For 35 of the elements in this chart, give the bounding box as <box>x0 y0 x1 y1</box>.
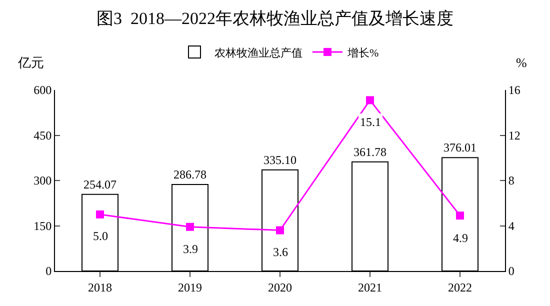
legend-label: 增长% <box>346 46 379 60</box>
point <box>366 96 374 104</box>
data-label: 4.9 <box>453 231 468 245</box>
y2-tick-label: 0 <box>508 264 514 278</box>
point <box>276 226 284 234</box>
point <box>186 222 194 231</box>
x-tick-label: 2020 <box>268 280 292 294</box>
y2-axis-title: % <box>516 55 527 70</box>
data-label: 376.01 <box>444 140 476 155</box>
data-label: 3.6 <box>273 245 288 259</box>
data-label: 5.0 <box>93 229 108 243</box>
chart-title: 图3 2018—2022年农林牧渔业总产值及增长速度 <box>96 9 454 28</box>
y-tick-label: 0 <box>46 264 52 278</box>
data-label: 254.07 <box>84 177 116 192</box>
y2-tick-label: 8 <box>508 174 514 188</box>
point <box>96 210 104 218</box>
x-tick-label: 2018 <box>88 280 112 294</box>
data-label: 15.1 <box>360 115 381 129</box>
y2-tick-label: 4 <box>508 218 514 233</box>
data-label: 335.10 <box>264 152 296 167</box>
y-axis-title: 亿元 <box>17 55 44 70</box>
y-tick-label: 450 <box>34 128 52 142</box>
x-tick-label: 2022 <box>448 280 472 294</box>
y-tick-label: 150 <box>34 218 52 233</box>
x-tick-label: 2019 <box>178 280 202 294</box>
data-label: 286.78 <box>174 167 206 182</box>
x-tick-label: 2021 <box>358 280 382 294</box>
y-tick-label: 600 <box>34 83 52 98</box>
point <box>456 212 464 220</box>
y2-tick-label: 16 <box>508 83 520 98</box>
y-tick-label: 300 <box>34 174 52 188</box>
y2-tick-label: 12 <box>508 128 520 142</box>
data-label: 361.78 <box>354 144 386 159</box>
legend-label: 农林牧渔业总产值 <box>214 46 302 60</box>
data-label: 3.9 <box>183 242 198 256</box>
